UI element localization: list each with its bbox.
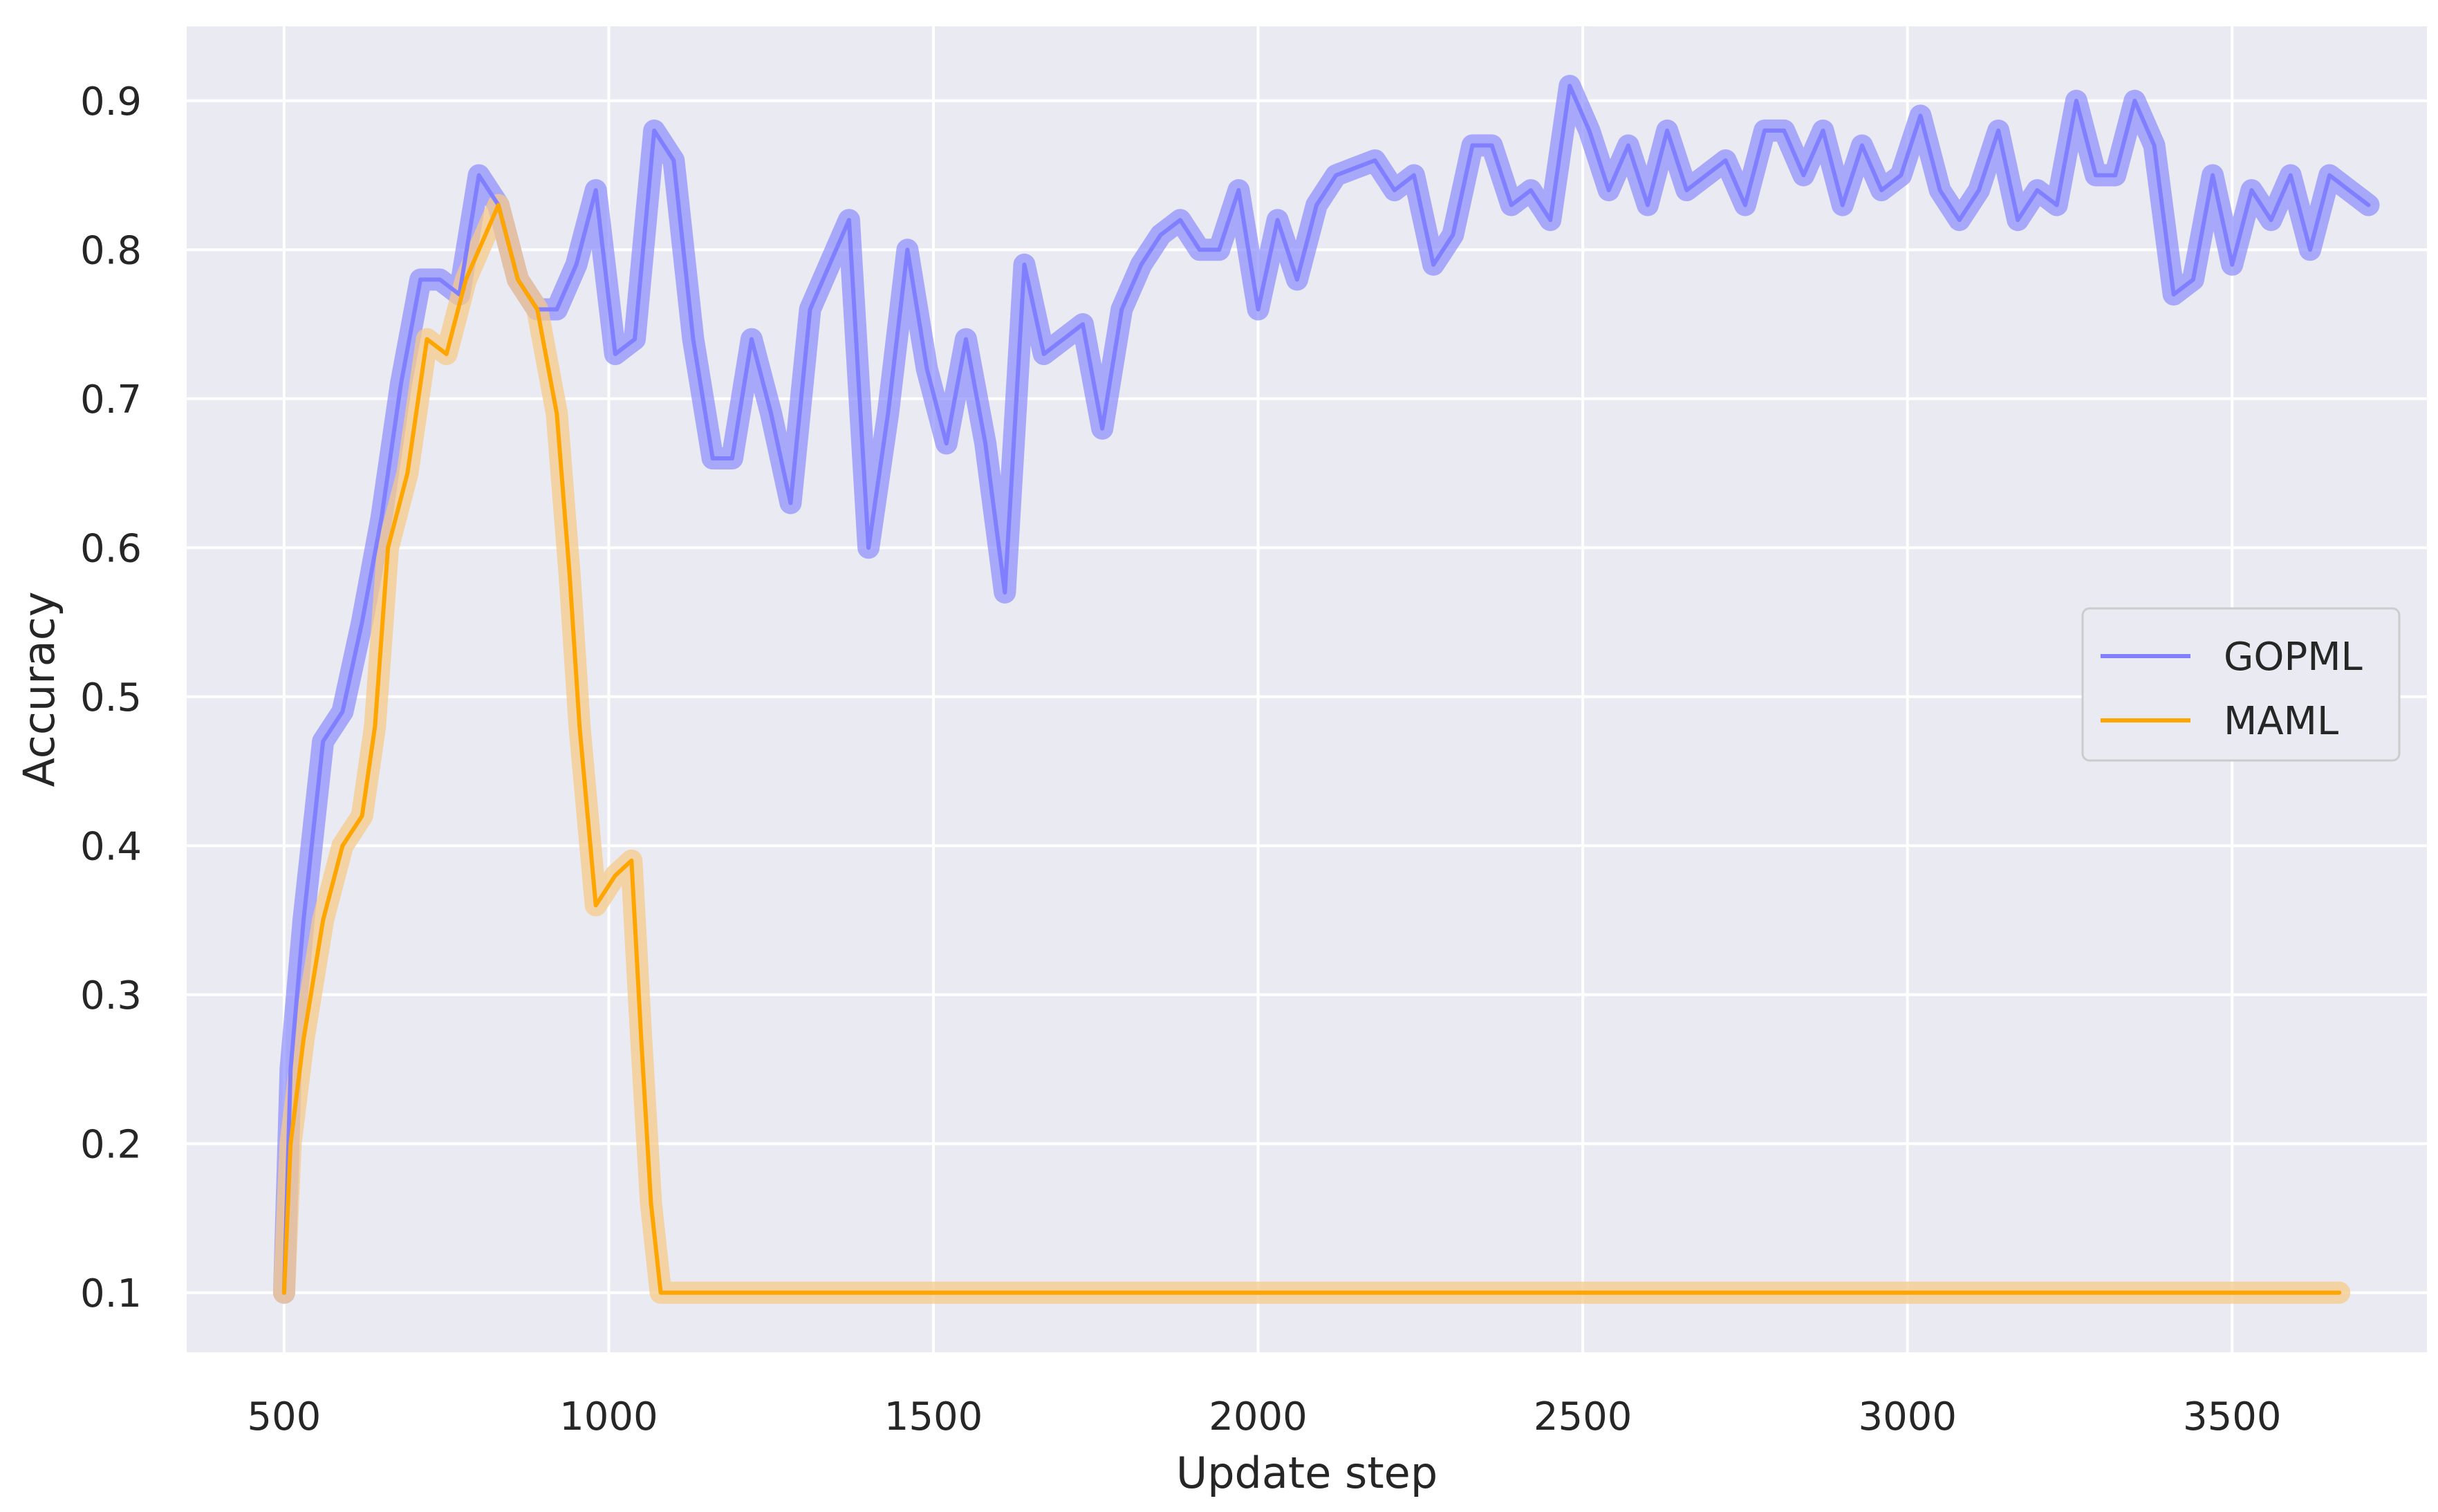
y-tick-label: 0.9 [80,80,142,124]
x-tick-label: 2000 [1209,1394,1308,1439]
x-axis-label: Update step [1176,1448,1437,1498]
legend-label-maml: MAML [2224,699,2338,744]
x-tick-label: 2500 [1534,1394,1632,1439]
line-gopml [281,84,2371,1295]
y-tick-labels: 0.1 0.2 0.3 0.4 0.5 0.6 0.7 0.8 0.9 [80,80,142,1316]
y-tick-label: 0.4 [80,824,142,869]
y-tick-label: 0.5 [80,675,142,720]
y-tick-label: 0.7 [80,377,142,422]
x-tick-label: 500 [247,1394,321,1439]
x-tick-label: 1500 [884,1394,983,1439]
y-axis-label: Accuracy [14,591,64,787]
y-tick-label: 0.6 [80,526,142,571]
series-lines [281,84,2371,1295]
x-tick-label: 1000 [559,1394,658,1439]
x-tick-labels: 500 1000 1500 2000 2500 3000 3500 [247,1394,2281,1439]
y-tick-label: 0.1 [80,1271,142,1316]
x-tick-label: 3000 [1858,1394,1957,1439]
legend-label-gopml: GOPML [2224,635,2363,680]
y-tick-label: 0.3 [80,973,142,1018]
legend: GOPML MAML [2081,607,2401,762]
line-maml [281,203,2342,1295]
y-tick-label: 0.8 [80,228,142,273]
y-tick-label: 0.2 [80,1122,142,1167]
x-tick-label: 3500 [2183,1394,2282,1439]
